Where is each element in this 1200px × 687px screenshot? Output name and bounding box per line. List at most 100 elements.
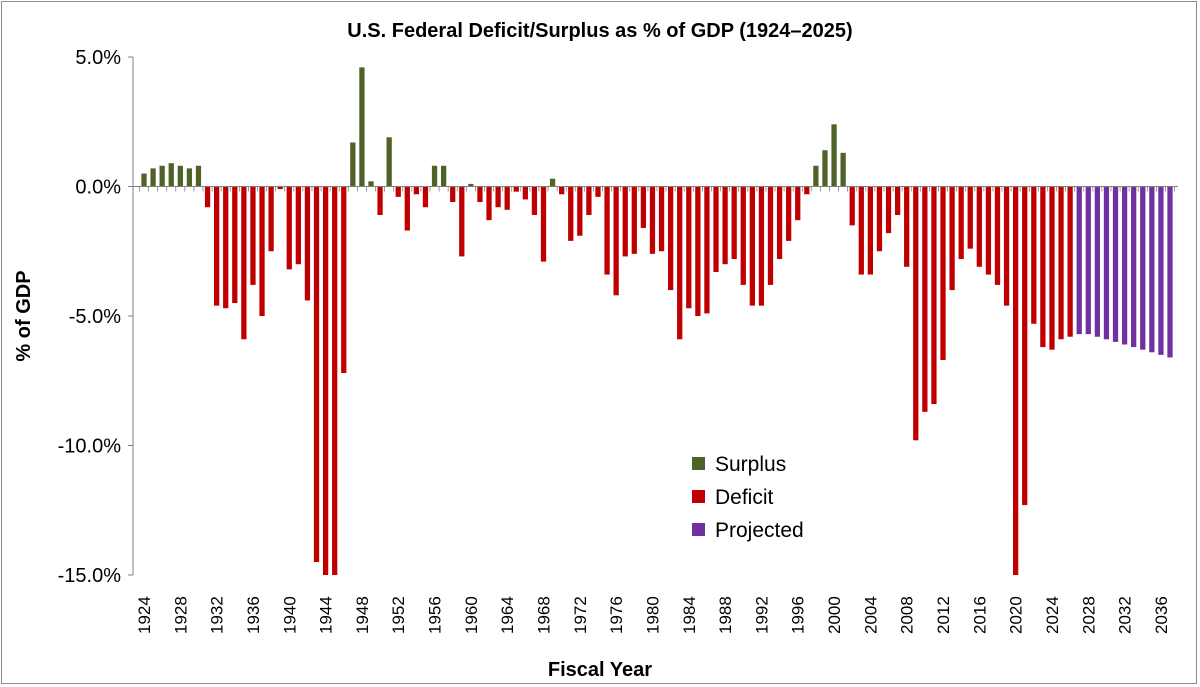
bar-2013 <box>949 186 955 291</box>
bar-1928 <box>177 165 183 187</box>
bar-1944 <box>322 186 329 575</box>
bar-1994 <box>776 186 783 260</box>
x-tick-label: 1932 <box>208 596 227 634</box>
bar-1953 <box>404 186 410 231</box>
x-tick-label: 2020 <box>1007 596 1026 634</box>
bar-1935 <box>241 186 247 340</box>
bar-1957 <box>441 165 447 187</box>
bar-1961 <box>477 186 483 203</box>
bar-1945 <box>332 186 338 575</box>
y-tick-label: 0.0% <box>75 177 121 199</box>
bar-1990 <box>740 186 746 285</box>
legend-swatch-surplus <box>692 457 705 470</box>
x-tick-label: 1976 <box>607 596 626 634</box>
bar-1963 <box>495 186 501 208</box>
y-tick-label: 5.0% <box>75 47 121 69</box>
bar-1950 <box>377 186 383 215</box>
bar-1925 <box>150 168 156 187</box>
bar-2023 <box>1040 186 1046 348</box>
bar-1936 <box>250 186 256 285</box>
legend-label-deficit: Deficit <box>715 486 774 509</box>
bar-2000 <box>831 124 837 187</box>
legend-label-surplus: Surplus <box>715 453 786 476</box>
x-tick-label: 1952 <box>389 596 408 634</box>
bar-2026 <box>1067 186 1073 337</box>
bar-2019 <box>1003 186 1010 306</box>
bar-1993 <box>767 186 774 285</box>
bar-1960 <box>468 183 474 187</box>
bar-1955 <box>422 186 429 208</box>
x-tick-label: 2028 <box>1079 596 1098 634</box>
x-tick-label: 1956 <box>426 596 445 634</box>
bar-1981 <box>658 186 665 252</box>
bar-1985 <box>695 186 701 316</box>
bar-1992 <box>758 186 765 306</box>
bar-2008 <box>904 186 910 267</box>
x-tick-label: 1988 <box>716 596 735 634</box>
x-tick-label: 2000 <box>825 596 844 634</box>
bar-2032 <box>1121 186 1128 345</box>
bar-1959 <box>459 186 465 257</box>
bar-2014 <box>958 186 964 260</box>
x-tick-label: 2012 <box>934 596 953 634</box>
bar-1939 <box>277 186 283 190</box>
bar-2007 <box>894 186 901 215</box>
x-tick-label: 1936 <box>244 596 263 634</box>
bar-1998 <box>813 165 819 187</box>
bar-1933 <box>223 186 229 309</box>
bar-1943 <box>313 186 320 563</box>
bar-2010 <box>922 186 928 412</box>
bar-1966 <box>522 186 528 200</box>
bar-1989 <box>731 186 737 260</box>
y-tick-label: -15.0% <box>58 565 122 587</box>
bar-2001 <box>840 152 846 187</box>
bar-1964 <box>504 186 510 210</box>
bar-1982 <box>667 186 674 291</box>
bar-2009 <box>913 186 919 441</box>
bar-1967 <box>531 186 538 215</box>
bar-1986 <box>704 186 710 314</box>
bar-2004 <box>867 186 874 275</box>
bar-1995 <box>786 186 792 241</box>
bar-1962 <box>486 186 492 221</box>
bar-2024 <box>1049 186 1055 350</box>
x-axis-title: Fiscal Year <box>548 659 652 681</box>
bar-2002 <box>849 186 855 226</box>
y-tick-labels: 5.0% 0.0% -5.0% -10.0% -15.0% <box>58 47 122 587</box>
bar-1976 <box>613 186 619 296</box>
x-tick-label: 2016 <box>970 596 989 634</box>
bar-2022 <box>1031 186 1037 324</box>
bar-2035 <box>1149 186 1155 353</box>
x-tick-label: 1960 <box>462 596 481 634</box>
bar-1954 <box>413 186 420 195</box>
bar-2037 <box>1167 186 1173 358</box>
x-tick-label: 1980 <box>643 596 662 634</box>
x-tick-label: 2004 <box>861 596 880 634</box>
bar-2020 <box>1013 186 1019 575</box>
bar-1984 <box>686 186 692 309</box>
bar-1948 <box>359 67 365 187</box>
bar-1988 <box>722 186 728 265</box>
bars-group <box>141 67 1173 575</box>
bar-2034 <box>1140 186 1146 350</box>
x-tick-label: 1948 <box>353 596 372 634</box>
bar-1996 <box>795 186 801 221</box>
x-tick-label: 1940 <box>280 596 299 634</box>
bar-1983 <box>677 186 683 340</box>
bar-1969 <box>549 178 556 187</box>
bar-1978 <box>631 186 637 254</box>
bar-2030 <box>1103 186 1110 340</box>
bar-1926 <box>159 165 165 187</box>
x-tick-label: 2032 <box>1116 596 1135 634</box>
bar-2011 <box>931 186 937 405</box>
bar-1949 <box>368 181 374 187</box>
bar-1927 <box>168 163 174 187</box>
bar-1987 <box>713 186 719 272</box>
bar-2029 <box>1094 186 1100 337</box>
bar-1947 <box>350 142 356 187</box>
bar-1975 <box>604 186 610 275</box>
x-tick-label: 1968 <box>535 596 554 634</box>
bar-1974 <box>595 186 601 197</box>
